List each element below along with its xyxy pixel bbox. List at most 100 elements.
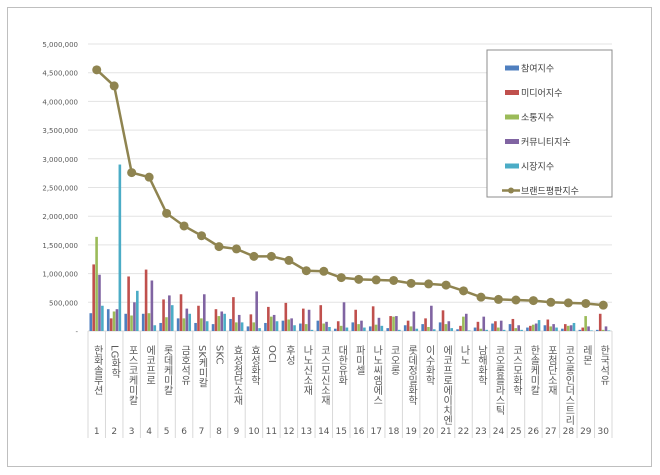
bar-3 (479, 328, 483, 331)
bar-5 (170, 305, 174, 331)
bar-5 (572, 322, 576, 331)
bar-5 (363, 327, 366, 331)
bar-2 (406, 320, 410, 331)
bar-1 (473, 327, 477, 331)
bar-1 (368, 326, 372, 331)
brand-index-point (214, 242, 224, 252)
bar-5 (153, 325, 157, 331)
rank-label: 21 (440, 427, 451, 437)
bar-5 (520, 329, 523, 331)
bar-1 (141, 313, 145, 331)
bar-5 (223, 313, 226, 331)
rank-label: 24 (493, 427, 505, 437)
category-label: 한솔케미칼 (528, 345, 540, 395)
brand-index-point (476, 292, 486, 302)
bar-2 (476, 321, 480, 331)
category-label: 나노신소재 (301, 345, 313, 396)
chart-frame (7, 7, 652, 467)
bar-5 (590, 330, 593, 331)
bar-5 (555, 327, 558, 331)
bar-1 (299, 323, 302, 331)
bar-1 (159, 322, 162, 331)
rank-label: 19 (405, 427, 417, 437)
category-label: 포스코케미칼 (126, 345, 138, 405)
bar-4 (325, 321, 328, 331)
category-label: 효성첨단소재 (231, 345, 243, 406)
rank-label: 1 (94, 427, 100, 437)
category-label: 금호석유 (179, 345, 191, 386)
bar-4 (569, 325, 573, 331)
bar-5 (310, 329, 314, 331)
bar-1 (229, 318, 232, 331)
bar-1 (264, 322, 267, 331)
category-label: 코오롱 (388, 345, 400, 375)
rank-label: 27 (545, 427, 556, 437)
category-label: 코스모화학 (510, 345, 522, 396)
bar-4 (307, 309, 311, 331)
bar-1 (246, 326, 250, 331)
bar-3 (182, 318, 186, 331)
legend-swatch (505, 90, 519, 95)
brand-index-point (179, 221, 189, 231)
bar-4 (499, 320, 503, 331)
bar-4 (447, 321, 451, 331)
y-tick-label: 4,500,000 (42, 70, 78, 78)
bar-1 (124, 313, 128, 331)
bar-5 (205, 321, 209, 331)
category-label: 후성 (283, 345, 295, 365)
category-label: 남해화학 (476, 345, 488, 386)
rank-label: 12 (283, 427, 294, 437)
legend-label: 브랜드평판지수 (521, 186, 579, 197)
bar-5 (275, 321, 279, 331)
bar-3 (322, 323, 325, 331)
category-label: SKC (214, 345, 225, 364)
brand-index-point (162, 208, 172, 218)
legend-box (486, 49, 613, 198)
bar-3 (462, 316, 465, 331)
bar-5 (485, 329, 488, 331)
bar-4 (220, 311, 224, 331)
bar-3 (147, 313, 151, 331)
bar-3 (235, 322, 238, 331)
bar-4 (115, 309, 119, 331)
brand-index-point (424, 279, 434, 289)
bar-4 (98, 274, 101, 331)
bar-5 (136, 290, 139, 331)
bar-2 (267, 306, 270, 331)
bar-3 (531, 324, 535, 331)
bar-4 (377, 317, 381, 331)
rank-label: 10 (248, 427, 260, 437)
y-tick-label: 500,000 (49, 299, 78, 307)
bar-5 (240, 322, 244, 331)
brand-index-point (336, 273, 346, 283)
bar-5 (101, 305, 104, 331)
category-label: 대한유화 (336, 345, 348, 386)
brand-index-point (406, 278, 416, 288)
bar-2 (232, 297, 235, 331)
bar-4 (430, 305, 433, 331)
rank-label: 18 (388, 427, 400, 437)
bar-3 (444, 324, 448, 331)
rank-label: 3 (129, 427, 135, 437)
bar-5 (467, 330, 471, 331)
brand-index-point (511, 295, 521, 305)
rank-label: 15 (336, 427, 347, 437)
bar-3 (549, 326, 553, 331)
category-label: 롯데정밀화학 (406, 345, 418, 406)
bar-5 (537, 320, 541, 331)
brand-index-point (563, 298, 573, 308)
bar-1 (351, 322, 355, 331)
rank-label: 29 (580, 427, 592, 437)
bar-5 (398, 329, 401, 331)
bar-3 (374, 324, 378, 331)
bar-2 (371, 306, 375, 331)
bar-4 (395, 316, 398, 331)
rank-label: 17 (370, 427, 381, 437)
bar-4 (482, 316, 486, 331)
rank-label: 22 (458, 427, 469, 437)
rank-label: 4 (146, 427, 152, 437)
rank-label: 13 (301, 427, 312, 437)
rank-label: 30 (598, 427, 610, 437)
